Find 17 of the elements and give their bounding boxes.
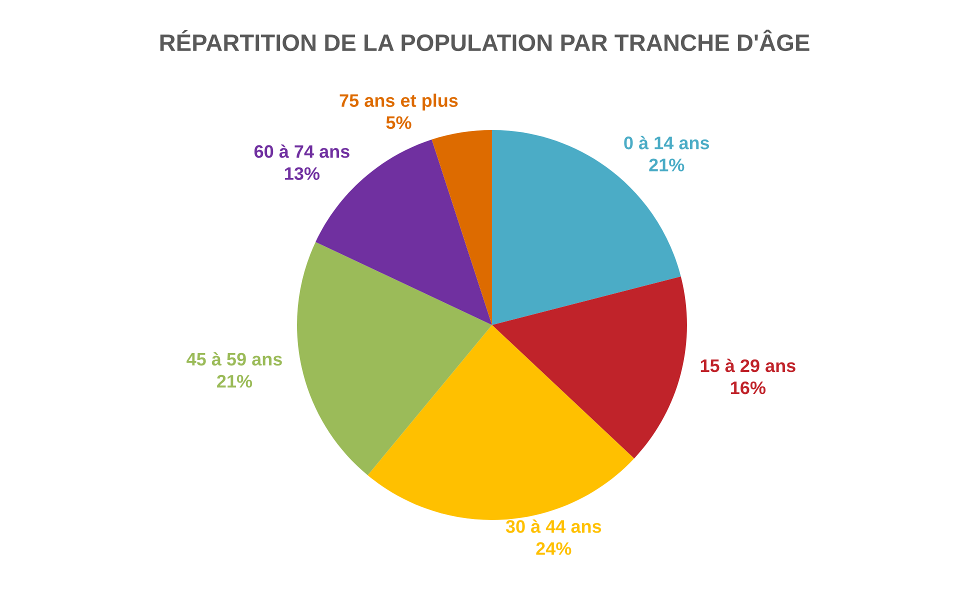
data-label: 24% (536, 542, 572, 555)
pie-slice (368, 325, 634, 520)
pie-slice (297, 242, 492, 476)
data-label: 21% (649, 158, 684, 172)
slice-label: 60 à 74 ans (254, 144, 350, 158)
data-label: 13% (285, 167, 320, 180)
slice-label: 30 à 44 ans (506, 519, 602, 533)
slice-label: 0 à 14 ans (624, 136, 710, 150)
pie-slice (492, 276, 687, 458)
slice-label: 45 à 59 ans (186, 352, 282, 366)
pie-slice (432, 130, 492, 325)
data-label: 16% (731, 381, 766, 394)
data-label: 5% (386, 116, 412, 130)
data-label: 21% (217, 374, 252, 388)
chart-title: RÉPARTITION DE LA POPULATION PAR TRANCHE D'ÂGE (160, 30, 810, 52)
slice-label: 15 à 29 ans (700, 358, 796, 372)
slice-label: 75 ans et plus (340, 94, 458, 111)
